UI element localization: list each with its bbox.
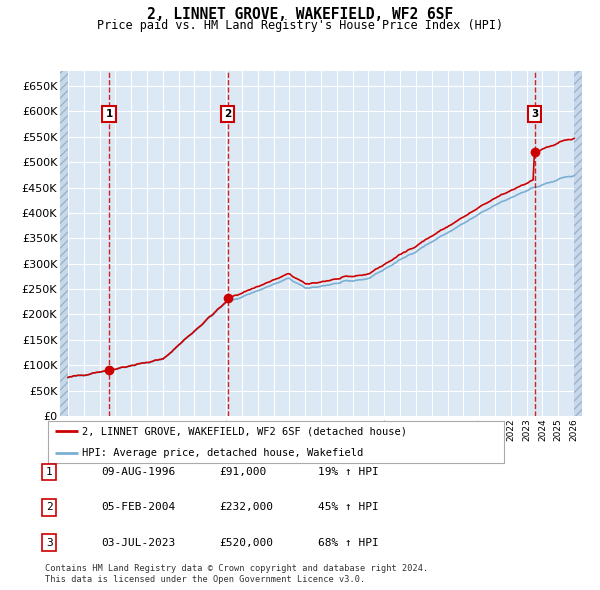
Text: Price paid vs. HM Land Registry's House Price Index (HPI): Price paid vs. HM Land Registry's House …	[97, 19, 503, 32]
Text: 2: 2	[46, 503, 53, 512]
Text: 03-JUL-2023: 03-JUL-2023	[101, 538, 175, 548]
Text: 1: 1	[106, 109, 113, 119]
Text: Contains HM Land Registry data © Crown copyright and database right 2024.: Contains HM Land Registry data © Crown c…	[45, 565, 428, 573]
Text: 45% ↑ HPI: 45% ↑ HPI	[318, 503, 379, 512]
Text: 1: 1	[46, 467, 53, 477]
Text: 2, LINNET GROVE, WAKEFIELD, WF2 6SF (detached house): 2, LINNET GROVE, WAKEFIELD, WF2 6SF (det…	[82, 427, 407, 436]
Text: This data is licensed under the Open Government Licence v3.0.: This data is licensed under the Open Gov…	[45, 575, 365, 584]
Text: 3: 3	[46, 538, 53, 548]
Text: 2: 2	[224, 109, 231, 119]
Text: 09-AUG-1996: 09-AUG-1996	[101, 467, 175, 477]
Text: 68% ↑ HPI: 68% ↑ HPI	[318, 538, 379, 548]
Text: £232,000: £232,000	[219, 503, 273, 512]
Text: HPI: Average price, detached house, Wakefield: HPI: Average price, detached house, Wake…	[82, 448, 364, 457]
Text: 2, LINNET GROVE, WAKEFIELD, WF2 6SF: 2, LINNET GROVE, WAKEFIELD, WF2 6SF	[147, 7, 453, 22]
Text: £520,000: £520,000	[219, 538, 273, 548]
Text: 3: 3	[531, 109, 538, 119]
Bar	[574, 71, 582, 416]
Text: 05-FEB-2004: 05-FEB-2004	[101, 503, 175, 512]
Bar	[60, 71, 68, 416]
Text: £91,000: £91,000	[219, 467, 266, 477]
Text: 19% ↑ HPI: 19% ↑ HPI	[318, 467, 379, 477]
